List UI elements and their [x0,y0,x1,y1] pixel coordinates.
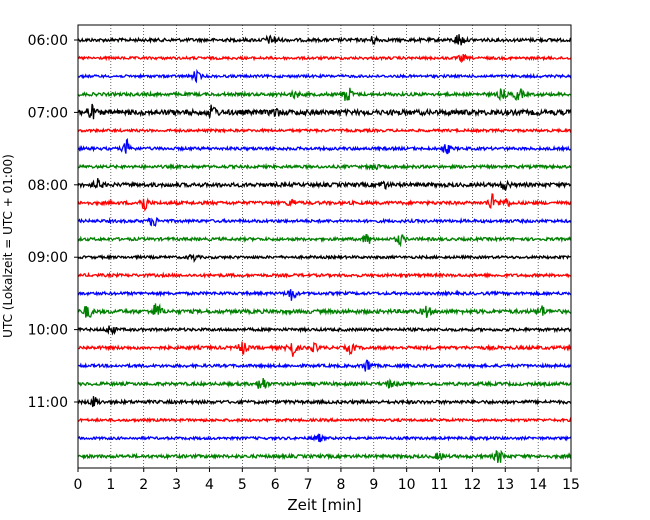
trace-line [77,325,572,336]
y-tick-label: 08:00 [28,178,68,194]
trace-line [77,87,572,102]
x-tick-label: 4 [205,477,214,493]
trace-line [77,193,572,212]
trace-line [77,303,572,318]
grid-lines [110,25,539,468]
trace-line [77,289,572,301]
trace-line [77,103,572,120]
trace-line [77,34,572,46]
x-tick-label: 7 [304,477,313,493]
trace-line [77,341,572,357]
y-axis-ticks: 06:00 07:00 08:00 09:00 10:00 11:00 [28,33,78,411]
trace-line [77,68,572,84]
x-tick-label: 0 [74,477,83,493]
y-tick-label: 07:00 [28,105,68,121]
y-tick-label: 09:00 [28,250,68,266]
trace-line [77,162,572,171]
x-tick-label: 5 [238,477,247,493]
y-axis-label: UTC (Lokalzeit = UTC + 01:00) [1,154,15,338]
trace-line [77,416,572,424]
x-tick-label: 6 [271,477,280,493]
x-tick-label: 15 [562,477,580,493]
trace-line [77,377,572,389]
trace-line [77,449,572,464]
x-tick-label: 10 [398,477,416,493]
trace-line [77,53,572,64]
x-axis-label: Zeit [min] [287,496,361,514]
trace-line [77,433,572,443]
y-tick-label: 06:00 [28,33,68,49]
y-tick-label: 11:00 [28,395,68,411]
x-tick-label: 2 [139,477,148,493]
trace-line [77,216,572,227]
plot-frame [77,24,572,469]
x-tick-label: 12 [463,477,481,493]
trace-line [77,127,572,134]
x-tick-label: 9 [369,477,378,493]
x-axis-ticks: 0 1 2 3 4 5 6 7 8 9 10 11 12 13 14 15 [74,468,580,493]
trace-line [77,138,572,155]
x-tick-label: 14 [529,477,547,493]
x-tick-label: 3 [172,477,181,493]
x-tick-label: 1 [106,477,115,493]
y-tick-label: 10:00 [28,323,68,339]
trace-line [77,253,572,264]
x-tick-label: 11 [431,477,449,493]
trace-line [77,178,572,191]
x-tick-label: 8 [336,477,345,493]
trace-line [77,271,572,280]
trace-line [77,233,572,248]
trace-line [77,359,572,372]
trace-line [77,396,572,408]
seismic-traces [77,34,572,464]
plot-area-background [78,25,571,468]
x-tick-label: 13 [496,477,514,493]
